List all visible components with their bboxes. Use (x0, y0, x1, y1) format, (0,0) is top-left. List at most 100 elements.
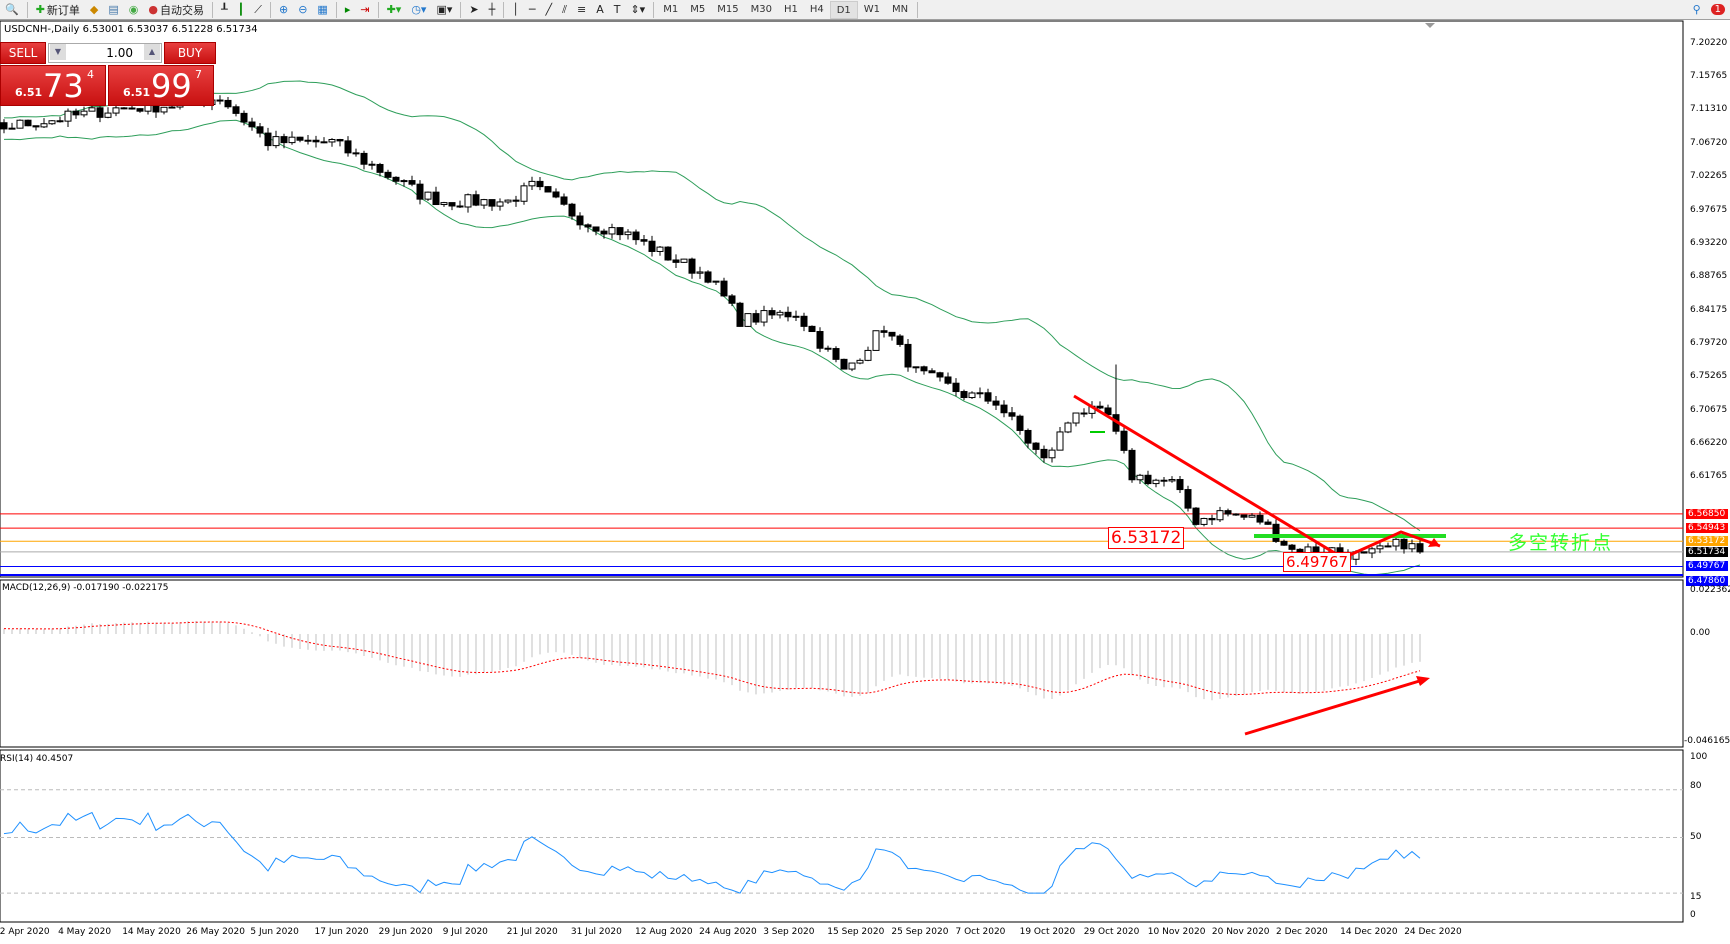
candle-body (528, 180, 536, 187)
candle-body (1360, 551, 1368, 554)
timeframe-m30[interactable]: M30 (750, 3, 772, 15)
bar-chart-icon[interactable]: ┸ (221, 3, 228, 16)
candle-body (672, 259, 680, 263)
candle-body (952, 382, 960, 393)
timeframe-w1[interactable]: W1 (863, 3, 881, 15)
search-icon[interactable]: 🔍 (5, 3, 19, 16)
date-axis-tick: 22 Apr 2020 (0, 927, 50, 937)
candle-body (1128, 449, 1136, 481)
price-axis-tick: 7.11310 (1690, 104, 1728, 115)
candle-body (792, 315, 800, 318)
ask-price-button[interactable]: 6.51 99 7 (108, 65, 214, 106)
notifications-icon[interactable]: 1 (1706, 1, 1730, 19)
lot-increase-button[interactable]: ▲ (144, 44, 160, 60)
zoom-out-icon[interactable]: ⊖ (298, 3, 308, 16)
signals-icon[interactable]: ◉ (128, 3, 139, 16)
chart-shift-icon[interactable]: ⇥ (360, 3, 370, 16)
date-axis-tick: 14 Dec 2020 (1340, 927, 1398, 937)
trendline-icon[interactable]: ╱ (545, 3, 553, 16)
line-chart-icon[interactable]: ⟋ (254, 2, 262, 16)
history-icon[interactable]: ◆ (89, 3, 99, 16)
candle-body (1216, 510, 1224, 521)
price-axis-tick: 6.75265 (1690, 371, 1728, 382)
vertical-line-icon[interactable]: │ (512, 3, 519, 16)
lot-size-input[interactable]: 1.00 (48, 43, 162, 63)
candle-body (352, 152, 360, 155)
new-order-icon: ✚ (35, 3, 45, 16)
price-label-annotation[interactable]: 6.53172 (1108, 527, 1185, 549)
candle-body (936, 372, 944, 378)
bid-price-button[interactable]: 6.51 73 4 (0, 65, 106, 106)
lot-decrease-button[interactable]: ▼ (50, 44, 66, 60)
horizontal-line-icon[interactable]: ─ (528, 3, 536, 16)
timeframe-m15[interactable]: M15 (717, 3, 739, 15)
price-axis-tick: 6.79720 (1690, 338, 1728, 349)
timeframe-mn[interactable]: MN (892, 3, 909, 15)
price-axis-tick: 6.88765 (1690, 271, 1728, 282)
cursor-icon[interactable]: ➤ (469, 3, 479, 16)
candle-body (608, 227, 616, 235)
text-icon[interactable]: A (596, 3, 604, 16)
timeframe-h4[interactable]: H4 (809, 3, 824, 15)
sell-button[interactable]: SELL (0, 42, 46, 64)
auto-trading-button[interactable]: ● 自动交易 (143, 1, 209, 19)
candle-body (872, 330, 880, 351)
candle-body (1416, 543, 1424, 553)
candle-body (40, 123, 48, 128)
candle-body (248, 121, 256, 128)
price-axis-tick: 6.66220 (1690, 438, 1728, 449)
periods-icon[interactable]: ◷▾ (411, 3, 427, 16)
candle-body (976, 392, 984, 395)
candle-body (1376, 545, 1384, 550)
ask-prefix: 6.51 (123, 86, 151, 99)
templates-icon[interactable]: ▣▾ (436, 3, 453, 16)
candle-body (576, 215, 584, 226)
date-axis-tick: 17 Jun 2020 (314, 927, 369, 937)
price-line-label: 6.47860 (1686, 576, 1728, 586)
crosshair-icon[interactable]: ┼ (488, 3, 496, 16)
arrows-icon[interactable]: ⇕▾ (630, 3, 646, 16)
candle-body (1160, 479, 1168, 482)
price-label-annotation[interactable]: 6.49767 (1283, 552, 1352, 572)
date-axis-tick: 31 Jul 2020 (570, 927, 622, 937)
terminal-icon[interactable]: ▤ (108, 3, 119, 16)
candle-body (32, 125, 40, 128)
buy-button[interactable]: BUY (164, 42, 216, 64)
candle-body (1032, 442, 1040, 450)
timeframe-m5[interactable]: M5 (690, 3, 706, 15)
macd-pane (0, 579, 1684, 748)
timeframe-m1[interactable]: M1 (663, 3, 679, 15)
indicators-icon[interactable]: ✚▾ (386, 3, 402, 16)
candle-body (320, 141, 328, 144)
toolbar: 🔍 ✚ 新订单 ◆ ▤ ◉ ● 自动交易 ┸ ┃ ⟋ ⊕ ⊖ ▦ ▸ ⇥ ✚▾ ◷▾… (0, 0, 1730, 20)
rsi-label: RSI(14) 40.4507 (0, 754, 74, 764)
fibonacci-icon[interactable]: ≡ (576, 3, 587, 16)
candle-body (1208, 517, 1216, 521)
candle-body (312, 139, 320, 143)
candle-body (680, 258, 688, 263)
candlestick-icon[interactable]: ┃ (237, 3, 245, 16)
timeframe-h1[interactable]: H1 (783, 3, 798, 15)
zoom-in-icon[interactable]: ⊕ (278, 3, 289, 16)
timeframe-d1[interactable]: D1 (829, 0, 858, 19)
candle-body (360, 152, 368, 165)
candle-body (64, 110, 72, 122)
auto-scroll-icon[interactable]: ▸ (344, 3, 351, 16)
text-label-icon[interactable]: T (613, 3, 621, 16)
candle-body (856, 359, 864, 364)
price-axis-tick: 7.15765 (1690, 71, 1728, 82)
equidistant-channel-icon[interactable]: ⫽ (562, 2, 567, 16)
candle-body (1040, 448, 1048, 459)
tile-windows-icon[interactable]: ▦ (317, 3, 328, 16)
candle-body (16, 119, 24, 129)
candle-body (384, 171, 392, 178)
reversal-point-text[interactable]: 多空转折点 (1508, 532, 1614, 554)
candle-body (496, 201, 504, 207)
ask-pips: 99 (151, 67, 192, 105)
candle-body (304, 139, 312, 142)
price-axis-tick: 6.70675 (1690, 405, 1728, 416)
new-order-button[interactable]: ✚ 新订单 (31, 1, 85, 19)
candle-body (1008, 412, 1016, 417)
search-icon-right[interactable]: ⚲ (1692, 3, 1701, 16)
